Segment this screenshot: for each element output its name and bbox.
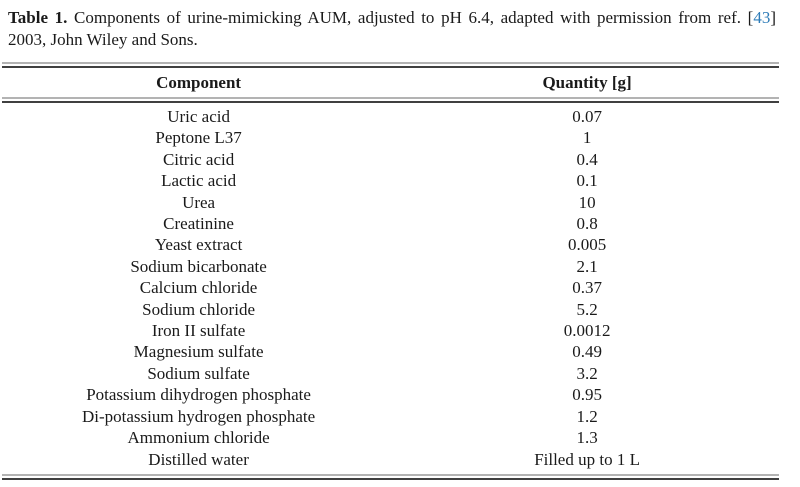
component-cell: Distilled water xyxy=(148,449,249,469)
quantity-cell: 1 xyxy=(582,128,592,148)
component-cell: Ammonium chloride xyxy=(127,428,270,448)
column-header-quantity: Quantity [g] xyxy=(542,72,632,92)
table-row: Yeast extract 0.005 xyxy=(2,234,779,255)
component-cell: Di-potassium hydrogen phosphate xyxy=(81,406,316,426)
table-row: Iron II sulfate 0.0012 xyxy=(2,320,779,341)
component-cell: Citric acid xyxy=(162,149,235,169)
quantity-cell: 3.2 xyxy=(576,363,598,383)
table-row: Calcium chloride 0.37 xyxy=(2,277,779,298)
quantity-cell: Filled up to 1 L xyxy=(534,449,640,469)
component-cell: Yeast extract xyxy=(154,235,243,255)
table-row: Urea 10 xyxy=(2,192,779,213)
components-table-body: Uric acid 0.07 Peptone L37 1 Citric acid 0.4 L… xyxy=(2,103,779,474)
quantity-cell: 1.2 xyxy=(576,406,598,426)
table-row: Creatinine 0.8 xyxy=(2,213,779,234)
caption-label: Table 1. xyxy=(8,8,68,27)
table-bottom-rule xyxy=(2,473,779,480)
citation-ref-link[interactable]: 43 xyxy=(753,8,771,27)
component-cell: Sodium sulfate xyxy=(147,363,250,383)
quantity-cell: 10 xyxy=(578,192,596,212)
quantity-cell: 0.49 xyxy=(572,342,602,362)
table-header-row: Component Quantity [g] xyxy=(2,68,779,97)
table-caption: Table 1. Components of urine-mimicking A… xyxy=(0,0,800,51)
component-cell: Creatinine xyxy=(163,214,234,234)
caption-text-before-ref: Components of urine-mimicking AUM, adjus… xyxy=(67,8,754,27)
quantity-cell: 0.005 xyxy=(567,235,607,255)
component-cell: Peptone L37 xyxy=(155,128,242,148)
table-row: Citric acid 0.4 xyxy=(2,149,779,170)
table-body: Uric acid 0.07 Peptone L37 1 Citric acid 0.4 L… xyxy=(2,103,779,474)
table-row: Sodium chloride 5.2 xyxy=(2,299,779,320)
component-cell: Urea xyxy=(182,192,216,212)
component-cell: Sodium bicarbonate xyxy=(130,256,267,276)
quantity-cell: 0.37 xyxy=(572,278,602,298)
table-row: Potassium dihydrogen phosphate 0.95 xyxy=(2,384,779,405)
table-row: Di-potassium hydrogen phosphate 1.2 xyxy=(2,406,779,427)
table-row: Sodium sulfate 3.2 xyxy=(2,363,779,384)
quantity-cell: 0.4 xyxy=(576,149,598,169)
table-row: Distilled water Filled up to 1 L xyxy=(2,449,779,474)
component-cell: Magnesium sulfate xyxy=(133,342,264,362)
component-cell: Sodium chloride xyxy=(142,299,255,319)
table-row: Sodium bicarbonate 2.1 xyxy=(2,256,779,277)
table-row: Peptone L37 1 xyxy=(2,127,779,148)
quantity-cell: 1.3 xyxy=(576,428,598,448)
quantity-cell: 5.2 xyxy=(576,299,598,319)
quantity-cell: 0.0012 xyxy=(563,321,611,341)
component-cell: Lactic acid xyxy=(161,171,237,191)
quantity-cell: 2.1 xyxy=(576,256,598,276)
table-row: Lactic acid 0.1 xyxy=(2,170,779,191)
component-cell: Potassium dihydrogen phosphate xyxy=(86,385,311,405)
component-cell: Uric acid xyxy=(167,107,230,126)
table-row: Ammonium chloride 1.3 xyxy=(2,427,779,448)
table-container: Component Quantity [g] Uric acid 0.07 Pept… xyxy=(2,62,779,480)
components-table: Component Quantity [g] xyxy=(2,68,779,97)
quantity-cell: 0.8 xyxy=(576,214,598,234)
quantity-cell: 0.1 xyxy=(576,171,598,191)
quantity-cell: 0.95 xyxy=(572,385,602,405)
quantity-cell: 0.07 xyxy=(572,107,602,126)
table-top-rule xyxy=(2,62,779,68)
table-row: Uric acid 0.07 xyxy=(2,103,779,127)
column-header-component: Component xyxy=(156,72,242,92)
component-cell: Iron II sulfate xyxy=(151,321,246,341)
table-row: Magnesium sulfate 0.49 xyxy=(2,341,779,362)
caption-text-after-ref: ] 2003, John Wiley and Sons. xyxy=(8,8,776,49)
component-cell: Calcium chloride xyxy=(139,278,258,298)
table-header-rule xyxy=(2,97,779,103)
